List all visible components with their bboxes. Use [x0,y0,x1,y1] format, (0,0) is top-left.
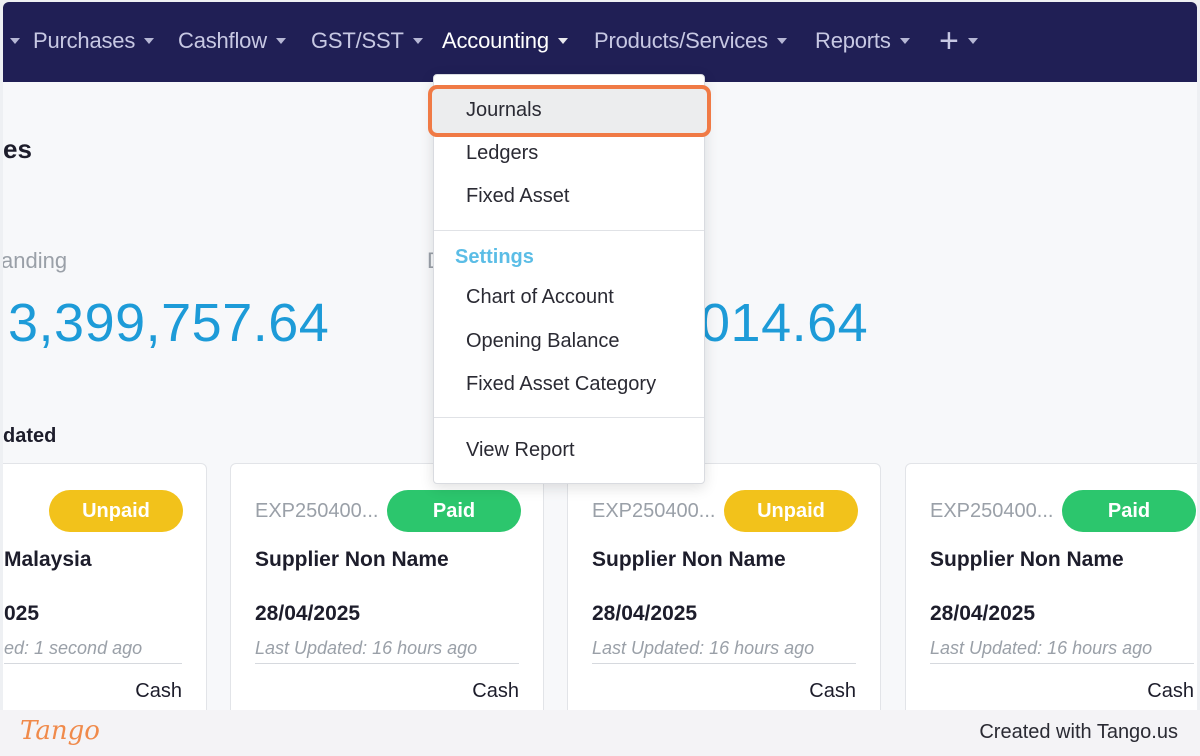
nav-reports[interactable]: Reports [815,26,910,56]
tango-footer: Tango Created with Tango.us [0,710,1200,756]
nav-products-services-label: Products/Services [594,28,768,53]
menu-item-ledgers[interactable]: Ledgers [466,142,539,164]
status-badge: Unpaid [49,490,183,532]
nav-overflow-caret[interactable] [3,26,20,56]
card-supplier-name: Supplier Non Name [592,548,786,571]
nav-add-menu[interactable]: + [939,22,978,60]
nav-purchases-label: Purchases [33,28,136,53]
card-divider [255,663,519,664]
menu-item-view-report[interactable]: View Report [466,439,575,461]
card-last-updated: Last Updated: 16 hours ago [930,638,1153,658]
card-code: EXP250400... [592,500,716,522]
due-value: 014.64 [700,293,869,353]
card-last-updated: Last Updated: 16 hours ago [255,638,478,658]
card-code: EXP250400... [930,500,1054,522]
status-badge: Paid [387,490,521,532]
card-last-updated: ed: 1 second ago [4,638,143,658]
tango-credit: Created with Tango.us [979,721,1178,743]
highlight-outline [428,85,711,137]
expense-card[interactable]: EXP250400... Unpaid Supplier Non Name 28… [567,463,881,710]
menu-item-fixed-asset-category[interactable]: Fixed Asset Category [466,373,657,395]
recently-updated-heading: dated [3,425,57,447]
card-date: 28/04/2025 [930,602,1036,625]
card-divider [4,663,182,664]
outstanding-value: 3,399,757.64 [8,293,330,353]
menu-divider [434,230,704,231]
chevron-down-icon [275,38,286,44]
card-payment-method: Cash [135,680,182,702]
app-screen: Purchases Cashflow GST/SST Accounting Pr… [3,2,1197,710]
menu-item-journals[interactable]: Journals [466,99,542,121]
chevron-down-icon [412,38,423,44]
card-supplier-name: Malaysia [4,548,92,571]
expense-card[interactable]: Unpaid Malaysia 025 ed: 1 second ago Cas… [3,463,207,710]
menu-item-chart-of-account[interactable]: Chart of Account [466,286,614,308]
chevron-down-icon [144,38,155,44]
nav-gst-sst[interactable]: GST/SST [311,26,423,56]
accounting-dropdown-menu: Journals Ledgers Fixed Asset Settings Ch… [428,74,711,484]
page-title: es [3,134,32,164]
nav-cashflow[interactable]: Cashflow [178,26,286,56]
menu-item-fixed-asset[interactable]: Fixed Asset [466,185,570,207]
menu-divider [434,417,704,418]
card-supplier-name: Supplier Non Name [255,548,449,571]
chevron-down-icon [10,38,20,44]
menu-section-settings: Settings [455,246,534,268]
card-date: 28/04/2025 [592,602,698,625]
menu-item-opening-balance[interactable]: Opening Balance [466,330,620,352]
nav-purchases[interactable]: Purchases [33,26,155,56]
chevron-down-icon [557,38,568,44]
card-payment-method: Cash [809,680,856,702]
expense-card[interactable]: EXP250400... Paid Supplier Non Name 28/0… [230,463,544,710]
card-payment-method: Cash [472,680,519,702]
nav-products-services[interactable]: Products/Services [594,26,787,56]
top-navigation-bar: Purchases Cashflow GST/SST Accounting Pr… [3,2,1197,82]
nav-reports-label: Reports [815,28,891,53]
card-date: 28/04/2025 [255,602,361,625]
plus-icon: + [939,22,959,60]
nav-accounting[interactable]: Accounting [442,26,568,56]
expense-card[interactable]: EXP250400... Paid Supplier Non Name 28/0… [905,463,1197,710]
outstanding-label: anding [3,248,68,273]
chevron-down-icon [899,38,910,44]
card-supplier-name: Supplier Non Name [930,548,1124,571]
card-divider [592,663,856,664]
card-date: 025 [4,602,40,625]
nav-gst-sst-label: GST/SST [311,28,404,53]
chevron-down-icon [967,38,978,44]
card-last-updated: Last Updated: 16 hours ago [592,638,815,658]
card-payment-method: Cash [1147,680,1194,702]
tango-logo: Tango [20,716,100,746]
chevron-down-icon [776,38,787,44]
nav-cashflow-label: Cashflow [178,28,267,53]
card-divider [930,663,1194,664]
status-badge: Unpaid [724,490,858,532]
card-code: EXP250400... [255,500,379,522]
status-badge: Paid [1062,490,1196,532]
nav-accounting-label: Accounting [442,28,549,53]
